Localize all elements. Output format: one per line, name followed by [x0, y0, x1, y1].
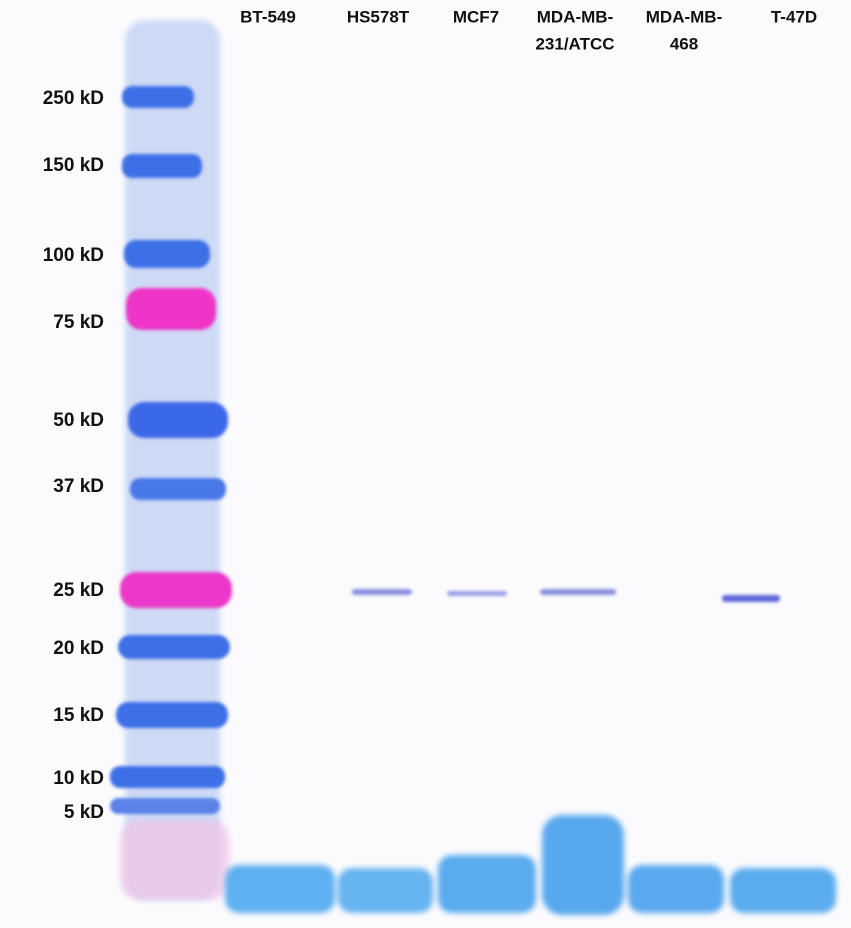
- ladder-band: [122, 154, 202, 178]
- sample-band: [447, 591, 507, 596]
- lane-label: MDA-MB-: [646, 7, 722, 26]
- ladder-band: [116, 702, 228, 728]
- well: [225, 865, 335, 913]
- lane-label: MDA-MB-: [537, 7, 613, 26]
- marker-label: 37 kD: [53, 476, 104, 497]
- well: [438, 855, 536, 913]
- sample-band: [352, 589, 412, 595]
- well: [338, 868, 433, 913]
- sample-band: [722, 595, 780, 602]
- ladder-band: [122, 86, 194, 108]
- ladder-band: [110, 766, 225, 788]
- marker-label: 100 kD: [43, 245, 104, 266]
- marker-label: 50 kD: [53, 410, 104, 431]
- ladder-band: [110, 798, 220, 814]
- ladder-bottom: [120, 820, 230, 900]
- lane-label: HS578T: [347, 7, 410, 26]
- lane-label: MCF7: [453, 7, 499, 26]
- lane-label: T-47D: [771, 7, 817, 26]
- well: [628, 865, 724, 913]
- ladder-band: [126, 288, 216, 330]
- marker-label: 75 kD: [53, 312, 104, 333]
- lane-label: BT-549: [240, 7, 296, 26]
- marker-label: 10 kD: [53, 768, 104, 789]
- marker-label: 250 kD: [43, 88, 104, 109]
- lane-label: 468: [670, 34, 698, 53]
- lane-label: 231/ATCC: [535, 34, 614, 53]
- marker-label: 5 kD: [64, 802, 104, 823]
- marker-label: 15 kD: [53, 705, 104, 726]
- well: [730, 868, 836, 913]
- ladder-band: [124, 240, 210, 268]
- marker-label: 20 kD: [53, 638, 104, 659]
- ladder-band: [130, 478, 226, 500]
- ladder-band: [128, 402, 228, 438]
- gel-image: 250 kD 150 kD 100 kD 75 kD 50 kD 37 kD 2…: [0, 0, 851, 928]
- sample-band: [540, 589, 616, 595]
- ladder-band: [120, 572, 232, 608]
- well: [542, 815, 624, 915]
- marker-label: 25 kD: [53, 580, 104, 601]
- marker-label: 150 kD: [43, 155, 104, 176]
- ladder-band: [118, 635, 230, 659]
